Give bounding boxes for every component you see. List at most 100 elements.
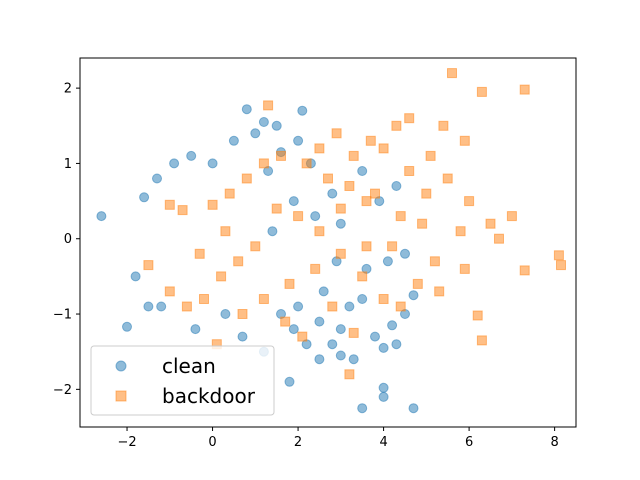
clean-point-36	[327, 339, 338, 350]
legend-marker-clean	[115, 360, 127, 372]
clean-point-10	[207, 158, 218, 169]
clean-point-7	[152, 173, 162, 184]
series-backdoor	[143, 68, 566, 380]
backdoor-point-21	[485, 218, 496, 229]
clean-point-21	[314, 354, 325, 365]
backdoor-point-0	[447, 68, 457, 79]
backdoor-point-55	[417, 218, 428, 229]
backdoor-point-57	[361, 241, 372, 252]
clean-point-46	[400, 248, 410, 259]
clean-point-29	[391, 339, 402, 350]
backdoor-point-58	[335, 203, 346, 214]
backdoor-point-26	[412, 278, 423, 289]
legend-item-clean: clean	[115, 354, 216, 378]
x-tick-label-8: 8	[550, 435, 558, 450]
backdoor-point-42	[143, 260, 154, 271]
clean-point-59	[267, 226, 278, 237]
clean-point-31	[387, 320, 398, 331]
clean-point-49	[327, 188, 338, 199]
clean-point-8	[169, 158, 180, 169]
clean-point-37	[314, 316, 325, 327]
x-tick-label--2: −2	[117, 435, 136, 450]
backdoor-point-47	[241, 173, 252, 184]
backdoor-point-50	[301, 158, 312, 169]
clean-point-27	[348, 354, 359, 365]
backdoor-point-69	[391, 120, 402, 131]
backdoor-point-32	[335, 248, 346, 259]
x-tick-label-6: 6	[465, 435, 473, 450]
x-tick-label-4: 4	[379, 435, 387, 450]
backdoor-point-54	[395, 211, 406, 222]
clean-point-28	[378, 342, 389, 353]
backdoor-point-17	[361, 196, 372, 207]
x-tick-label-2: 2	[294, 435, 302, 450]
clean-point-18	[237, 331, 248, 342]
backdoor-point-11	[459, 135, 470, 146]
backdoor-point-71	[348, 327, 359, 338]
points-layer	[96, 68, 566, 414]
backdoor-point-27	[434, 286, 445, 297]
clean-point-12	[250, 128, 261, 139]
clean-point-0	[96, 211, 107, 222]
backdoor-point-64	[194, 248, 205, 259]
backdoor-point-19	[442, 173, 453, 184]
clean-point-39	[288, 324, 299, 335]
clean-point-42	[318, 286, 329, 297]
clean-point-35	[335, 324, 346, 335]
backdoor-point-66	[404, 166, 415, 176]
backdoor-point-65	[220, 226, 231, 237]
clean-point-4	[258, 117, 269, 127]
backdoor-point-43	[164, 199, 175, 210]
clean-point-6	[130, 271, 141, 282]
backdoor-point-56	[387, 241, 398, 252]
backdoor-point-25	[429, 256, 440, 267]
x-axis: −2 0 2 4 6 8	[117, 427, 559, 450]
y-axis: −2 −1 0 1 2	[53, 82, 80, 398]
backdoor-point-18	[421, 188, 432, 199]
backdoor-point-37	[233, 256, 244, 267]
backdoor-point-1	[476, 86, 487, 97]
backdoor-point-68	[365, 135, 376, 146]
backdoor-point-30	[378, 294, 389, 304]
clean-point-9	[186, 150, 197, 161]
legend-label-backdoor: backdoor	[162, 384, 256, 408]
clean-point-30	[370, 331, 380, 342]
backdoor-point-52	[344, 181, 355, 191]
backdoor-point-10	[438, 120, 449, 131]
backdoor-point-34	[293, 211, 304, 222]
clean-point-51	[293, 135, 304, 146]
backdoor-point-7	[472, 310, 483, 321]
backdoor-point-60	[284, 278, 295, 289]
clean-point-41	[293, 301, 304, 312]
clean-point-22	[335, 350, 346, 361]
backdoor-point-73	[297, 331, 308, 342]
clean-point-48	[357, 166, 368, 176]
backdoor-point-22	[506, 211, 517, 222]
backdoor-point-31	[357, 271, 368, 282]
clean-point-25	[378, 391, 389, 402]
backdoor-point-24	[455, 226, 466, 237]
clean-point-33	[408, 290, 419, 301]
clean-point-43	[344, 301, 355, 312]
y-tick-label--1: −1	[53, 308, 72, 323]
clean-point-55	[288, 196, 299, 207]
clean-point-34	[357, 294, 368, 304]
legend-box	[90, 345, 275, 416]
backdoor-point-46	[224, 188, 235, 199]
clean-point-20	[284, 376, 295, 387]
x-tick-label-0: 0	[208, 435, 216, 450]
legend-item-backdoor: backdoor	[115, 384, 256, 408]
backdoor-point-59	[310, 263, 321, 274]
backdoor-point-41	[164, 286, 175, 297]
clean-point-56	[335, 218, 346, 229]
backdoor-point-29	[395, 301, 406, 312]
backdoor-point-35	[271, 203, 282, 214]
clean-point-54	[310, 211, 321, 222]
clean-point-45	[382, 256, 393, 267]
backdoor-point-44	[177, 205, 188, 216]
backdoor-point-33	[314, 226, 325, 237]
clean-point-11	[228, 135, 239, 146]
backdoor-point-28	[459, 263, 470, 274]
clean-point-14	[143, 301, 154, 312]
backdoor-point-51	[323, 173, 333, 184]
